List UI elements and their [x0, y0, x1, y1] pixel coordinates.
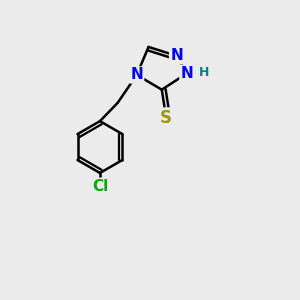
Text: N: N [180, 66, 193, 81]
Text: N: N [130, 68, 143, 82]
Text: S: S [160, 109, 172, 127]
Text: H: H [199, 66, 209, 80]
Text: N: N [170, 48, 183, 63]
Text: Cl: Cl [92, 179, 108, 194]
